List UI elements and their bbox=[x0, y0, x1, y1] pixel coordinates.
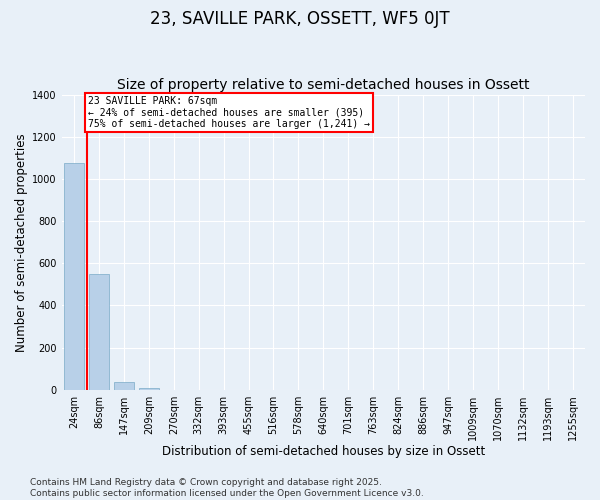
Y-axis label: Number of semi-detached properties: Number of semi-detached properties bbox=[15, 133, 28, 352]
Bar bbox=[114, 382, 134, 390]
Text: 23, SAVILLE PARK, OSSETT, WF5 0JT: 23, SAVILLE PARK, OSSETT, WF5 0JT bbox=[150, 10, 450, 28]
Bar bbox=[64, 163, 84, 390]
Text: 23 SAVILLE PARK: 67sqm
← 24% of semi-detached houses are smaller (395)
75% of se: 23 SAVILLE PARK: 67sqm ← 24% of semi-det… bbox=[88, 96, 370, 129]
X-axis label: Distribution of semi-detached houses by size in Ossett: Distribution of semi-detached houses by … bbox=[162, 444, 485, 458]
Title: Size of property relative to semi-detached houses in Ossett: Size of property relative to semi-detach… bbox=[117, 78, 530, 92]
Text: Contains HM Land Registry data © Crown copyright and database right 2025.
Contai: Contains HM Land Registry data © Crown c… bbox=[30, 478, 424, 498]
Bar bbox=[139, 388, 159, 390]
Bar bbox=[89, 274, 109, 390]
